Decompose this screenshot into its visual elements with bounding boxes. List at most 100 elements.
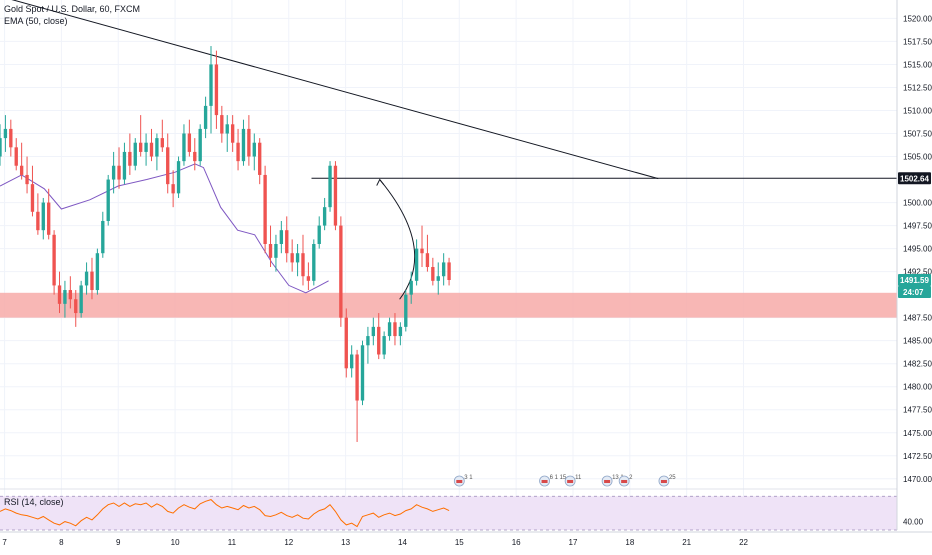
time-tick-label: 16 (512, 538, 521, 547)
candle-body (25, 174, 29, 185)
symbol-legend[interactable]: Gold Spot / U.S. Dollar, 60, FXCM (4, 4, 141, 14)
flag-stripe (567, 480, 574, 483)
candle (171, 170, 175, 208)
candle-body (52, 234, 56, 286)
rsi-legend[interactable]: RSI (14, close) (4, 497, 64, 507)
candle-body (425, 253, 430, 268)
candle (3, 115, 8, 152)
candle (160, 119, 164, 152)
candle-body (149, 142, 154, 157)
candle-body (268, 244, 273, 258)
price-tick-label: 1487.50 (903, 314, 932, 323)
candle (30, 165, 35, 217)
candle (409, 271, 413, 304)
candle (290, 239, 294, 272)
candle (285, 216, 289, 263)
current-price-tag-text: 1491.59 (900, 276, 929, 285)
candle (425, 234, 430, 272)
candle (258, 138, 262, 185)
candle-body (209, 64, 213, 106)
time-tick-label: 11 (228, 538, 237, 547)
candle-body (371, 326, 375, 337)
candle-body (30, 184, 35, 212)
flag-stripe (660, 480, 667, 483)
candle (95, 248, 100, 295)
candle-body (431, 267, 435, 281)
candle (117, 147, 121, 189)
flag-stripe (621, 480, 628, 483)
event-marker: 6 1 15 (539, 475, 567, 487)
candle-body (295, 253, 300, 263)
projection-arrow (379, 179, 416, 300)
time-tick-label: 8 (59, 538, 64, 547)
candle-body (155, 138, 159, 157)
time-axis[interactable]: 7 8 9 10 11 12 13 14 15 16 17 18 21 22 (0, 531, 932, 550)
time-tick-label: 13 (341, 538, 350, 547)
candle (68, 276, 73, 309)
flag-stripe (541, 480, 548, 483)
candle (144, 133, 148, 166)
candle (214, 50, 219, 129)
candle (387, 317, 392, 341)
candle-body (220, 115, 224, 134)
candle (182, 124, 186, 166)
candle (366, 326, 370, 364)
event-marker: 25 (658, 475, 676, 487)
rsi-pane (0, 488, 897, 531)
candle-body (290, 253, 294, 263)
candle (9, 119, 13, 157)
candle-body (409, 280, 413, 295)
trendline (11, 0, 659, 180)
candle-body (214, 64, 219, 116)
ema-legend[interactable]: EMA (50, close) (4, 16, 68, 26)
candle-body (101, 220, 105, 254)
candle (193, 138, 197, 171)
candle (393, 313, 397, 346)
candle (350, 345, 354, 378)
time-tick-label: 22 (739, 538, 748, 547)
price-tick-label: 1507.50 (903, 130, 932, 139)
candle-body (360, 345, 365, 401)
candle-body (230, 124, 235, 143)
candle-body (404, 294, 408, 327)
level-price-tag-text: 1502.64 (900, 174, 929, 183)
candle-body (322, 207, 327, 226)
candle (447, 257, 451, 286)
price-tick-label: 1515.00 (903, 60, 932, 69)
candle-body (414, 248, 419, 281)
price-tick-label: 1500.00 (903, 199, 932, 208)
price-tick-label: 1482.50 (903, 360, 932, 369)
candle (138, 115, 143, 157)
candle (431, 257, 435, 286)
price-tick-label: 1517.50 (903, 37, 932, 46)
candle (84, 262, 89, 295)
candle-body (279, 230, 284, 244)
event-marker: 13 1 (601, 475, 624, 487)
countdown-bg (898, 286, 931, 299)
time-tick-label: 7 (2, 538, 7, 547)
candle-body (247, 128, 251, 157)
candle (63, 280, 67, 318)
candle (414, 239, 419, 286)
candle-body (84, 271, 89, 286)
time-tick-label: 9 (116, 538, 121, 547)
candle-body (36, 211, 40, 231)
price-tick-label: 1470.00 (903, 475, 932, 484)
candle (111, 151, 116, 194)
candle (317, 216, 321, 249)
candle (236, 128, 240, 171)
candle-body (236, 142, 240, 162)
candle-body (447, 262, 451, 281)
candle-body (306, 276, 311, 281)
candle-body (193, 151, 197, 162)
rsi-band (0, 496, 897, 530)
candle-body (144, 142, 148, 152)
countdown-text: 24:07 (903, 288, 924, 297)
support-zone-rect (0, 292, 897, 318)
candle-body (263, 174, 267, 244)
event-label: 3 1 (464, 475, 473, 481)
time-tick-label: 12 (284, 538, 293, 547)
candle (74, 290, 78, 327)
